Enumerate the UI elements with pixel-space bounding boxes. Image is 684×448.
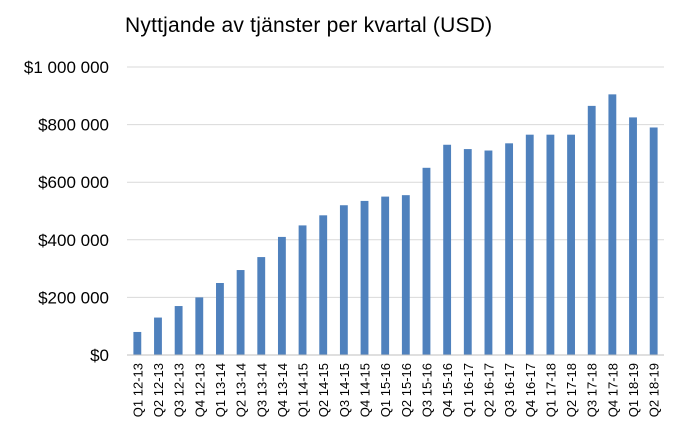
bar: [339, 205, 348, 355]
bar: [608, 94, 617, 356]
x-tick-label: Q1 18-19: [626, 363, 641, 417]
bar: [484, 150, 493, 355]
bar: [133, 331, 142, 355]
bar: [154, 317, 162, 355]
bar: [381, 196, 390, 355]
bar: [257, 257, 266, 355]
bars: [133, 94, 658, 356]
bar: [463, 149, 472, 355]
bar: [174, 306, 183, 355]
bar: [443, 144, 452, 355]
x-tick-label: Q4 14-15: [358, 363, 373, 417]
y-tick-label: $800 000: [38, 116, 109, 135]
x-tick-label: Q4 13-14: [275, 363, 290, 417]
x-tick-label: Q2 16-17: [481, 363, 496, 417]
x-tick-label: Q3 15-16: [419, 363, 434, 417]
y-tick-label: $600 000: [38, 173, 109, 192]
bar: [525, 134, 534, 355]
bar: [505, 143, 514, 355]
bar: [422, 167, 431, 355]
x-tick-labels: Q1 12-13 Q2 12-13 Q3 12-13 Q4 12-13 Q1 13-14…: [130, 363, 661, 417]
y-tick-label: $400 000: [38, 231, 109, 250]
x-tick-label: Q1 17-18: [543, 363, 558, 417]
x-tick-label: Q2 12-13: [151, 363, 166, 417]
bar: [195, 297, 204, 355]
x-tick-label: Q3 16-17: [502, 363, 517, 417]
x-tick-label: Q3 13-14: [254, 363, 269, 417]
chart-title: Nyttjande av tjänster per kvartal (USD): [125, 14, 493, 37]
x-tick-label: Q1 14-15: [296, 363, 311, 417]
x-tick-label: Q3 12-13: [172, 363, 187, 417]
bar: [216, 283, 224, 355]
x-tick-label: Q3 17-18: [585, 363, 600, 417]
x-tick-label: Q4 15-16: [440, 363, 455, 417]
x-tick-label: Q1 13-14: [213, 363, 228, 417]
x-tick-label: Q4 17-18: [605, 363, 620, 417]
bar: [236, 270, 245, 355]
bar: [277, 236, 286, 355]
y-tick-labels: $0 $200 000 $400 000 $600 000 $800 000 $1 000…: [24, 58, 109, 365]
x-tick-label: Q2 18-19: [647, 363, 662, 417]
x-tick-label: Q3 14-15: [337, 363, 352, 417]
x-tick-label: Q4 12-13: [192, 363, 207, 417]
gridlines: [127, 66, 664, 298]
y-tick-label: $200 000: [38, 288, 109, 307]
bar: [360, 200, 369, 355]
x-tick-label: Q2 17-18: [564, 363, 579, 417]
x-tick-label: Q1 12-13: [130, 363, 145, 417]
x-tick-label: Q4 16-17: [523, 363, 538, 417]
bar: [629, 117, 637, 356]
x-tick-label: Q2 14-15: [316, 363, 331, 417]
bar: [298, 225, 307, 355]
y-tick-label: $1 000 000: [24, 58, 109, 77]
bar: [587, 105, 596, 355]
x-tick-label: Q2 13-14: [234, 363, 249, 417]
bar: [546, 134, 555, 355]
y-tick-label: $0: [90, 346, 109, 365]
x-tick-label: Q1 16-17: [461, 363, 476, 417]
x-tick-label: Q2 15-16: [399, 363, 414, 417]
bar: [401, 195, 410, 355]
x-tick-label: Q1 15-16: [378, 363, 393, 417]
bar: [319, 215, 328, 355]
bar: [649, 127, 658, 355]
bar: [567, 134, 575, 355]
